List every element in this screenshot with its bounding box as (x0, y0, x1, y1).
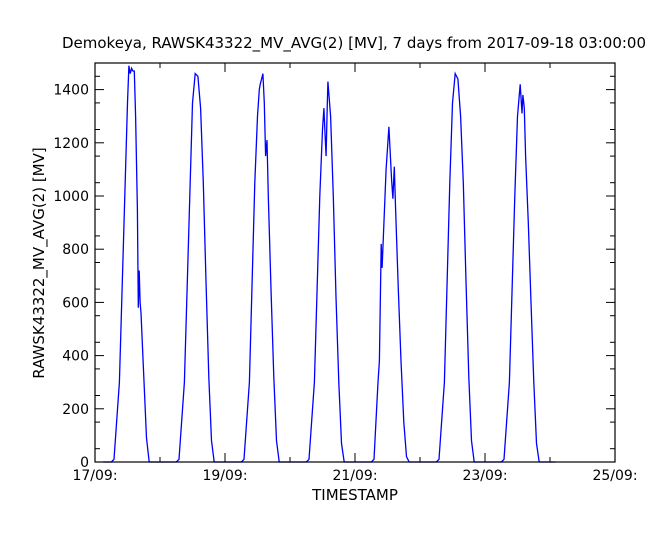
y-tick-label: 1200 (53, 136, 89, 152)
y-tick-label: 800 (62, 242, 89, 258)
x-axis-title: TIMESTAMP (311, 486, 398, 504)
y-axis: 0 200 400 600 800 1000 1200 1400 (53, 75, 615, 471)
x-tick-label: 23/09: (462, 468, 507, 484)
y-tick-label: 1400 (53, 83, 89, 99)
x-tick-label: 25/09: (592, 468, 637, 484)
x-tick-label: 17/09: (72, 468, 117, 484)
y-tick-label: 1000 (53, 189, 89, 205)
x-tick-label: 21/09: (332, 468, 377, 484)
y-tick-label: 0 (80, 455, 89, 471)
series-line (103, 65, 556, 463)
x-tick-label: 19/09: (202, 468, 247, 484)
y-axis-title: RAWSK43322_MV_AVG(2) [MV] (30, 147, 49, 378)
y-tick-label: 400 (62, 349, 89, 365)
y-tick-label: 200 (62, 402, 89, 418)
chart-title: Demokeya, RAWSK43322_MV_AVG(2) [MV], 7 d… (62, 34, 646, 53)
y-tick-label: 600 (62, 295, 89, 311)
plot-frame (94, 62, 616, 463)
x-axis: 17/09: 19/09: 21/09: 23/09: 25/09: (72, 63, 638, 484)
